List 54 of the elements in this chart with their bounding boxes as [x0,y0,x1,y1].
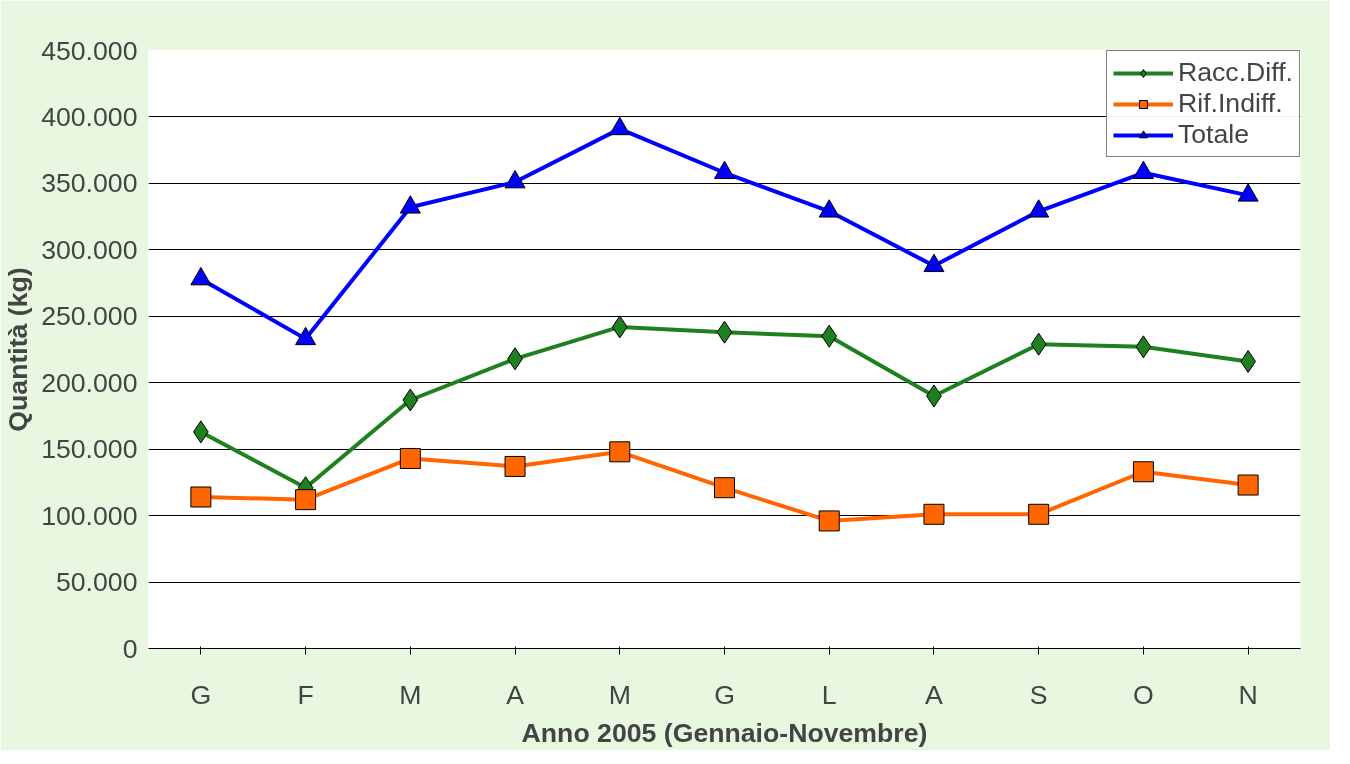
legend-label: Totale [1177,119,1250,150]
point [714,477,735,499]
point [504,170,526,189]
y-tick-label: 100.000 [41,500,138,531]
x-tick-label: L [821,679,837,710]
point [504,455,526,477]
point [611,315,628,339]
x-tick-label: N [1238,679,1258,710]
point [1237,183,1259,202]
y-tick-label: 400.000 [41,101,138,132]
point [1237,474,1259,496]
x-tick-label: A [506,679,525,710]
point [1028,503,1050,525]
point [716,320,733,344]
point [190,267,212,286]
point [399,447,421,469]
legend-label: Rif.Indiff. [1177,88,1283,119]
y-tick-label: 150.000 [41,434,138,465]
x-tick-label: G [714,679,735,710]
point [399,195,421,214]
point [1132,461,1154,483]
point [1028,199,1050,218]
point [818,510,840,532]
x-tick-label: M [608,679,631,710]
point [821,324,838,348]
y-axis-title: Quantità (kg) [3,267,34,432]
y-tick-label: 450.000 [41,35,138,66]
point [295,326,317,346]
x-tick-label: A [925,679,944,710]
x-tick-label: G [190,679,212,710]
legend-label: Racc.Diff. [1177,57,1293,88]
y-tick-label: 350.000 [41,168,138,199]
point [923,503,945,525]
x-tick-label: F [297,679,314,710]
x-tick-label: S [1029,679,1048,710]
point [818,199,840,218]
y-tick-label: 250.000 [41,301,138,332]
y-tick-label: 300.000 [41,234,138,265]
point [609,441,631,463]
point [1132,160,1154,180]
x-tick-label: O [1133,679,1154,710]
y-tick-label: 0 [122,633,138,664]
point [1030,332,1047,356]
point [609,116,631,136]
point [295,489,317,511]
point [1135,335,1152,359]
point [402,388,419,412]
x-axis-title: Anno 2005 (Gennaio-Novembre) [521,717,928,748]
y-tick-label: 50.000 [55,567,138,598]
x-tick-label: M [399,679,422,710]
point [923,253,945,273]
point [190,486,212,508]
point [714,160,735,180]
y-tick-label: 200.000 [41,367,138,398]
